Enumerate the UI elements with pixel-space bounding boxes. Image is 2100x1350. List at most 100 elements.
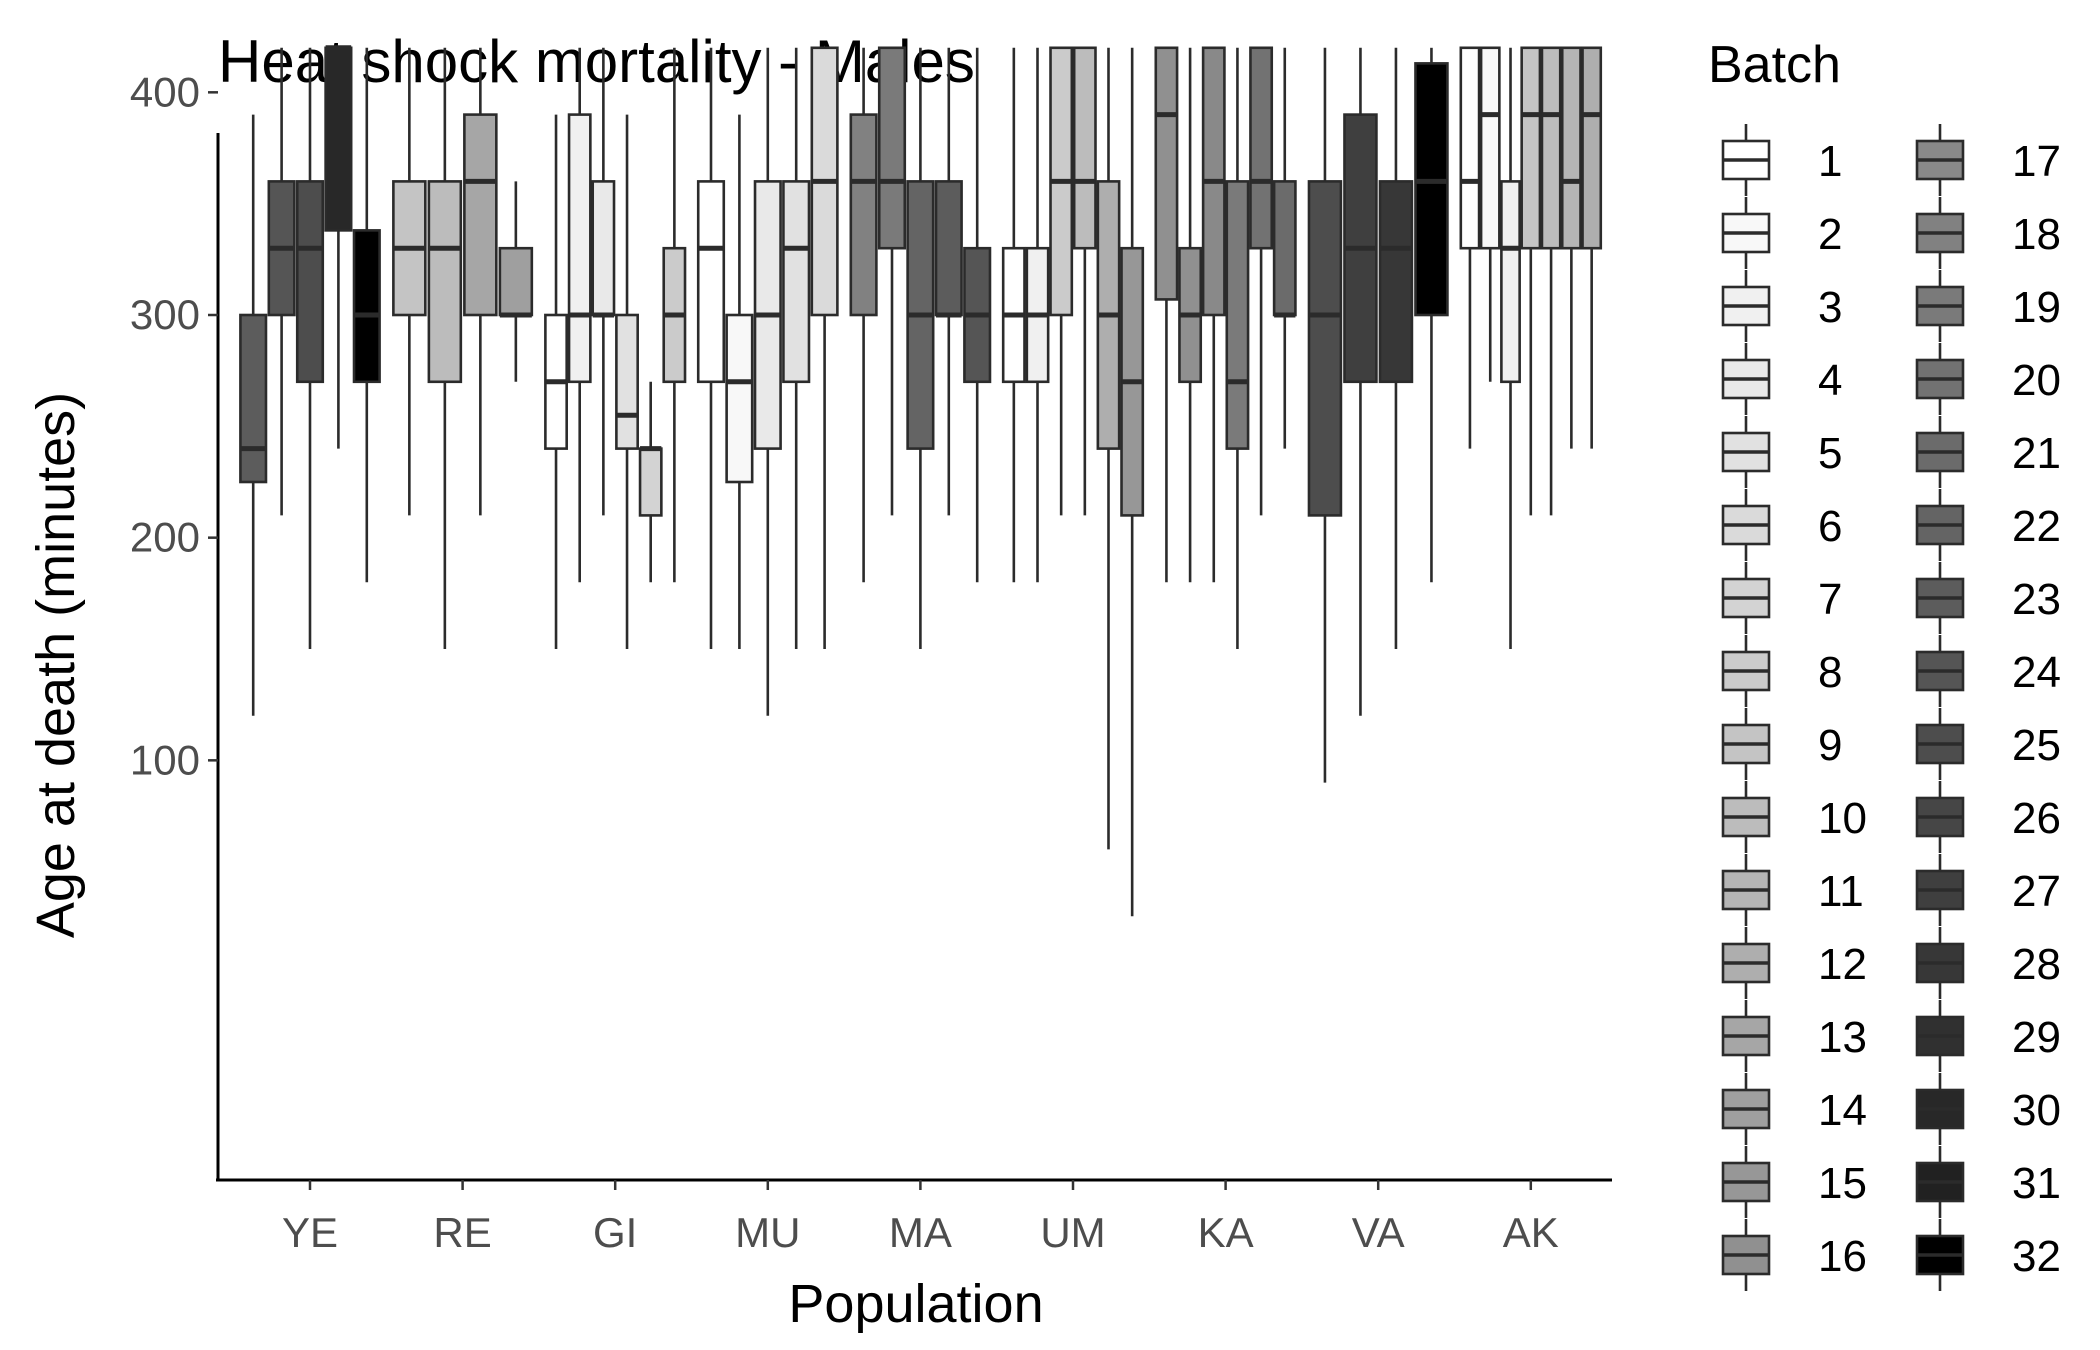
box-RE-batch-9 <box>392 47 427 516</box>
box-AK-batch-1 <box>1459 46 1481 449</box>
box-MA-batch-19 <box>877 46 907 516</box>
legend-item-label: 31 <box>2012 1159 2061 1208</box>
box-body <box>1520 46 1542 250</box>
legend-item-batch-31: 31 <box>1915 1146 2061 1218</box>
legend-item-batch-11: 11 <box>1721 854 1864 926</box>
legend-item-label: 24 <box>2012 648 2061 697</box>
box-body <box>934 180 963 317</box>
box-AK-batch-9 <box>1520 46 1542 516</box>
legend-item-batch-6: 6 <box>1721 489 1842 561</box>
legend-item-batch-22: 22 <box>1915 489 2061 561</box>
box-GI-batch-3 <box>567 47 592 583</box>
box-VA-batch-28 <box>1378 47 1414 650</box>
legend-item-label: 6 <box>1818 502 1842 551</box>
box-body <box>1225 180 1250 450</box>
legend-item-batch-24: 24 <box>1915 635 2061 707</box>
legend-item-label: 21 <box>2012 429 2061 478</box>
legend: Batch 1234567891011121314151617181920212… <box>1708 36 2061 1291</box>
box-KA-batch-16 <box>1178 47 1203 583</box>
box-GI-batch-5 <box>615 114 639 650</box>
box-YE-batch-30 <box>324 45 353 449</box>
box-YE-batch-25 <box>295 47 325 650</box>
box-body <box>1072 46 1097 250</box>
box-MA-batch-18 <box>849 47 878 583</box>
y-tick-label: 400 <box>130 68 200 115</box>
legend-item-batch-2: 2 <box>1721 197 1842 269</box>
box-body <box>1459 46 1481 250</box>
legend-item-label: 12 <box>1818 940 1867 989</box>
box-RE-batch-10 <box>427 47 463 650</box>
box-body <box>427 180 463 384</box>
y-tick-label: 300 <box>130 291 200 338</box>
box-YE-batch-23 <box>239 114 268 716</box>
legend-item-batch-20: 20 <box>1915 343 2061 415</box>
box-body <box>638 447 663 517</box>
box-body <box>1272 180 1297 317</box>
legend-item-label: 9 <box>1818 721 1842 770</box>
legend-item-batch-30: 30 <box>1915 1073 2061 1145</box>
legend-item-label: 19 <box>2012 283 2061 332</box>
x-axis-title: Population <box>788 1274 1043 1334</box>
box-RE-batch-14 <box>498 181 534 382</box>
legend-item-batch-3: 3 <box>1721 270 1842 342</box>
legend-item-batch-29: 29 <box>1915 1000 2061 1072</box>
legend-item-batch-17: 17 <box>1915 124 2061 196</box>
box-body <box>1249 46 1274 250</box>
x-tick-label: RE <box>433 1209 491 1256</box>
box-MU-batch-4 <box>753 47 782 716</box>
legend-item-batch-4: 4 <box>1721 343 1842 415</box>
legend-item-label: 8 <box>1818 648 1842 697</box>
legend-item-label: 13 <box>1818 1013 1867 1062</box>
legend-item-label: 5 <box>1818 429 1842 478</box>
legend-item-batch-25: 25 <box>1915 708 2061 780</box>
legend-item-label: 29 <box>2012 1013 2061 1062</box>
box-body <box>463 113 498 317</box>
box-KA-batch-16 <box>1154 46 1179 583</box>
legend-item-batch-16: 16 <box>1721 1219 1867 1291</box>
box-MU-batch-6 <box>810 46 839 650</box>
y-axis-title: Age at death (minutes) <box>26 392 86 938</box>
legend-item-label: 26 <box>2012 794 2061 843</box>
box-AK-batch-2 <box>1479 46 1501 382</box>
box-body <box>591 180 616 317</box>
legend-item-label: 30 <box>2012 1086 2061 1135</box>
box-body <box>1479 46 1501 250</box>
legend-item-batch-15: 15 <box>1721 1146 1867 1218</box>
box-VA-batch-32 <box>1414 47 1449 583</box>
box-GI-batch-7 <box>638 381 663 583</box>
box-KA-batch-20 <box>1249 46 1274 516</box>
box-body <box>725 313 754 484</box>
box-body <box>849 113 878 317</box>
legend-item-batch-18: 18 <box>1915 197 2061 269</box>
box-AK-batch-10 <box>1540 46 1562 516</box>
box-body <box>239 313 268 484</box>
legend-item-label: 22 <box>2012 502 2061 551</box>
x-tick-label: YE <box>282 1209 338 1256</box>
box-body <box>615 313 639 450</box>
box-YE-batch-24 <box>267 47 296 516</box>
box-MU-batch-1 <box>696 47 726 650</box>
x-tick-label: KA <box>1198 1209 1254 1256</box>
box-KA-batch-19 <box>1225 47 1250 650</box>
x-tick-label: MU <box>735 1209 800 1256</box>
box-UM-batch-3 <box>1025 47 1050 583</box>
box-body <box>1154 46 1179 301</box>
x-tick-label: AK <box>1503 1209 1559 1256</box>
box-UM-batch-15 <box>1120 47 1145 917</box>
legend-item-batch-26: 26 <box>1915 781 2061 853</box>
legend-item-batch-1: 1 <box>1721 124 1842 196</box>
box-AK-batch-12 <box>1581 46 1603 449</box>
y-axis-ticks: 100 200 300 400 <box>130 68 218 783</box>
box-MU-batch-5 <box>782 47 811 650</box>
box-body <box>498 246 534 317</box>
box-AK-batch-3 <box>1500 47 1521 650</box>
legend-item-label: 11 <box>1818 867 1864 916</box>
box-MA-batch-22 <box>906 47 935 650</box>
box-UM-batch-10 <box>1072 46 1097 516</box>
box-body <box>696 180 726 384</box>
legend-item-label: 27 <box>2012 867 2061 916</box>
box-body <box>1500 180 1521 384</box>
legend-item-batch-9: 9 <box>1721 708 1842 780</box>
legend-title: Batch <box>1708 36 1841 94</box>
